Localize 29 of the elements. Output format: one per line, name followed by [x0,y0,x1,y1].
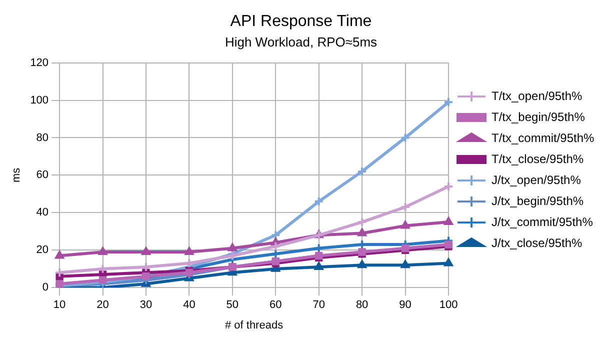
y-axis-title: ms [10,167,23,183]
x-tick-label: 10 [53,299,66,312]
legend-label: T/tx_open/95th% [492,88,583,103]
y-tick-label: 0 [42,282,49,294]
y-tick-label: 100 [30,94,49,106]
legend-label: J/tx_close/95th% [492,236,583,250]
y-tick-label: 80 [36,132,49,144]
x-tick-label: 90 [399,299,412,312]
x-tick-label: 70 [312,299,325,312]
legend-label: J/tx_open/95th% [492,172,582,187]
legend-label: T/tx_begin/95th% [492,110,586,124]
x-tick-label: 40 [183,299,196,312]
y-tick-label: 120 [30,56,49,69]
y-tick-label: 40 [36,206,49,219]
legend-label: T/tx_close/95th% [492,152,584,166]
y-tick-label: 60 [36,169,49,182]
x-tick-label: 60 [270,299,282,312]
x-tick-label: 20 [96,299,109,312]
chart-title: API Response Time [230,13,372,30]
x-tick-label: 100 [439,299,458,312]
legend-label: J/tx_commit/95th% [492,214,594,229]
y-tick-label: 20 [36,244,49,256]
legend-label: T/tx_commit/95th% [492,130,595,145]
x-tick-label: 50 [226,299,239,312]
x-tick-label: 30 [140,299,152,312]
x-axis-title: # of threads [224,319,284,332]
legend-label: J/tx_begin/95th% [492,194,584,208]
chart-subtitle: High Workload, RPO≈5ms [224,34,378,50]
x-tick-label: 80 [356,299,368,312]
